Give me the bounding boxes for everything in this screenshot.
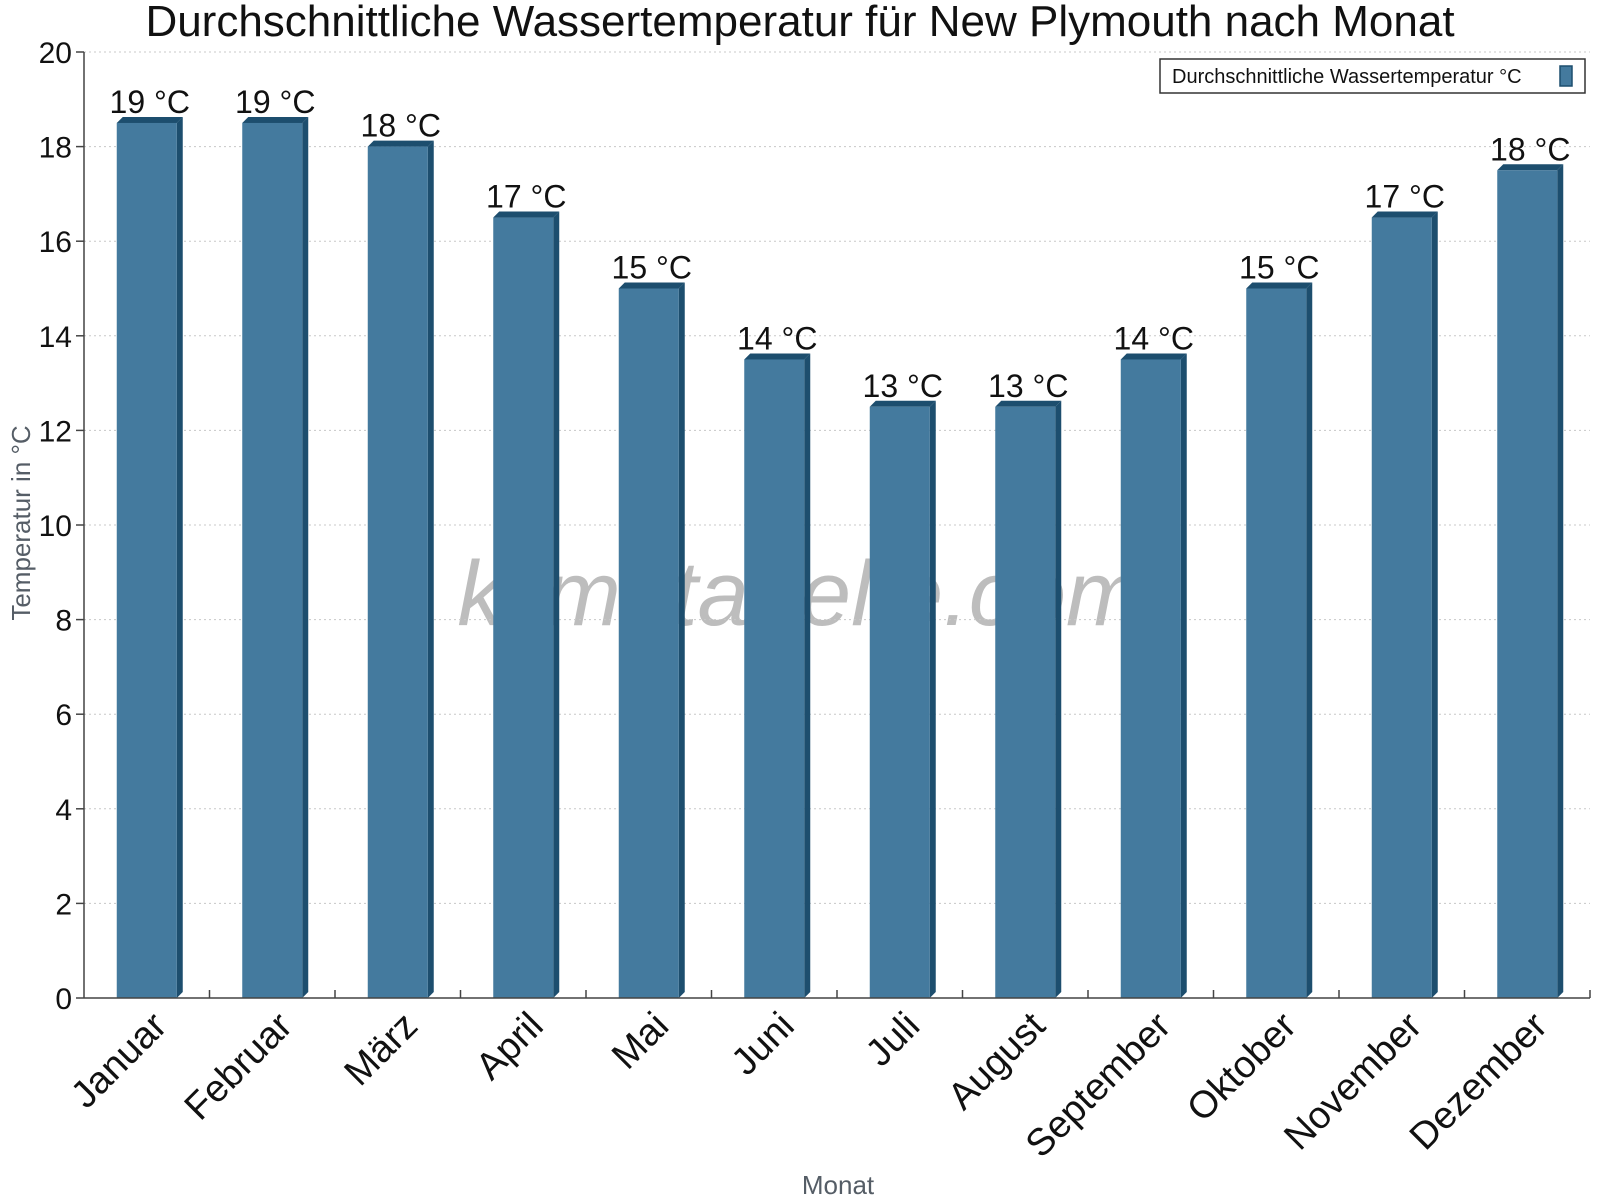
- legend: Durchschnittliche Wassertemperatur °C: [1159, 58, 1586, 94]
- data-label: 19 °C: [235, 84, 315, 120]
- y-tick-label: 6: [55, 699, 72, 732]
- data-label: 18 °C: [1490, 131, 1570, 167]
- bar-7: [869, 400, 936, 998]
- y-axis-ticks: 0 2 4 6 8 10 12 14 16 18 20: [39, 37, 84, 1016]
- bar-face: [1246, 288, 1307, 998]
- bar-10: [1246, 282, 1313, 998]
- y-tick-label: 20: [39, 37, 72, 70]
- bar-8: [995, 400, 1062, 998]
- data-label: 15 °C: [1239, 250, 1319, 286]
- y-tick-label: 8: [55, 605, 72, 638]
- data-label: 13 °C: [863, 368, 943, 404]
- x-tick-label: Juni: [724, 1005, 803, 1084]
- bar-top: [1497, 164, 1564, 171]
- y-tick-label: 2: [55, 888, 72, 921]
- bar-face: [995, 406, 1056, 998]
- bar-top: [242, 116, 309, 123]
- x-tick-label: Mai: [604, 1005, 677, 1078]
- data-label: 19 °C: [110, 84, 190, 120]
- bar-11: [1371, 211, 1438, 999]
- bar-face: [1371, 217, 1432, 999]
- bar-side: [176, 116, 183, 998]
- x-tick-label: März: [337, 1005, 426, 1094]
- legend-label: Durchschnittliche Wassertemperatur °C: [1172, 66, 1522, 88]
- bar-face: [1120, 359, 1181, 998]
- bar-side: [553, 211, 560, 999]
- data-label: 15 °C: [612, 250, 692, 286]
- data-label: 13 °C: [988, 368, 1068, 404]
- bar-top: [367, 140, 434, 147]
- x-tick-label: Oktober: [1179, 1004, 1305, 1130]
- chart-title: Durchschnittliche Wassertemperatur für N…: [145, 0, 1454, 46]
- data-label: 17 °C: [1365, 179, 1445, 215]
- bar-top: [493, 211, 560, 218]
- bar-side: [1306, 282, 1313, 998]
- x-axis-ticks: Januar Februar März April Mai Juni Juli AugustS…: [63, 990, 1591, 1166]
- x-tick-label: April: [468, 1005, 551, 1088]
- bar-face: [1497, 170, 1558, 998]
- data-label: 18 °C: [361, 108, 441, 144]
- bar-top: [744, 353, 811, 360]
- bar-face: [744, 359, 805, 998]
- y-tick-label: 12: [39, 415, 72, 448]
- bars: [116, 116, 1564, 999]
- bar-top: [1246, 282, 1313, 289]
- y-tick-label: 16: [39, 226, 72, 259]
- x-tick-label: August: [940, 1004, 1054, 1118]
- bar-side: [1180, 353, 1187, 998]
- data-label: 14 °C: [737, 320, 817, 356]
- bar-top: [618, 282, 685, 289]
- legend-box: [1159, 58, 1586, 94]
- bar-top: [1120, 353, 1187, 360]
- bar-side: [302, 116, 309, 998]
- bar-side: [1557, 164, 1564, 998]
- bar-face: [367, 146, 428, 999]
- y-tick-label: 0: [55, 983, 72, 1016]
- bar-4: [493, 211, 560, 999]
- bar-face: [869, 406, 930, 998]
- bar-9: [1120, 353, 1187, 998]
- bar-6: [744, 353, 811, 998]
- bar-side: [929, 400, 936, 998]
- bar-side: [804, 353, 811, 998]
- legend-swatch: [1559, 65, 1573, 87]
- data-label: 14 °C: [1114, 320, 1194, 356]
- bar-12: [1497, 164, 1564, 998]
- bar-3: [367, 140, 434, 999]
- x-tick-label: Juli: [858, 1005, 928, 1075]
- x-tick-label: Dezember: [1402, 1004, 1556, 1158]
- bar-face: [116, 122, 177, 998]
- data-label: 17 °C: [486, 179, 566, 215]
- x-tick-label: Januar: [63, 1004, 175, 1116]
- y-tick-label: 18: [39, 132, 72, 165]
- y-tick-label: 10: [39, 510, 72, 543]
- bar-face: [618, 288, 679, 998]
- bar-side: [678, 282, 685, 998]
- x-tick-label: Februar: [177, 1004, 301, 1128]
- y-tick-label: 4: [55, 794, 72, 827]
- bar-side: [427, 140, 434, 999]
- bar-face: [493, 217, 554, 999]
- y-tick-label: 14: [39, 321, 72, 354]
- bar-top: [1371, 211, 1438, 218]
- bar-5: [618, 282, 685, 998]
- x-axis-title: Monat: [802, 1170, 875, 1200]
- bar-top: [869, 400, 936, 407]
- bar-side: [1055, 400, 1062, 998]
- bar-2: [242, 116, 309, 998]
- bar-side: [1431, 211, 1438, 999]
- bar-face: [242, 122, 303, 998]
- y-axis-title: Temperatur in °C: [6, 425, 36, 620]
- data-labels: 19 °C 19 °C 18 °C 17 °C 15 °C 14 °C 13 °C 13 °C…: [110, 84, 1571, 404]
- bar-top: [995, 400, 1062, 407]
- bar-top: [116, 116, 183, 123]
- bar-1: [116, 116, 183, 998]
- grid-lines: [84, 51, 1590, 904]
